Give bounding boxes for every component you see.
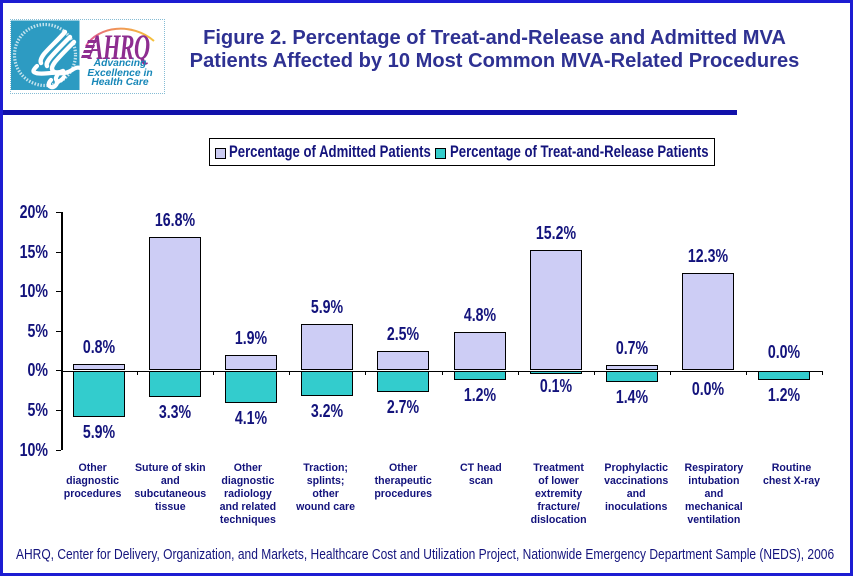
svg-text:AHRQ: AHRQ <box>87 28 149 68</box>
svg-text:Excellence in: Excellence in <box>87 68 152 79</box>
svg-text:Health Care: Health Care <box>91 77 148 88</box>
svg-text:Advancing: Advancing <box>93 58 147 69</box>
